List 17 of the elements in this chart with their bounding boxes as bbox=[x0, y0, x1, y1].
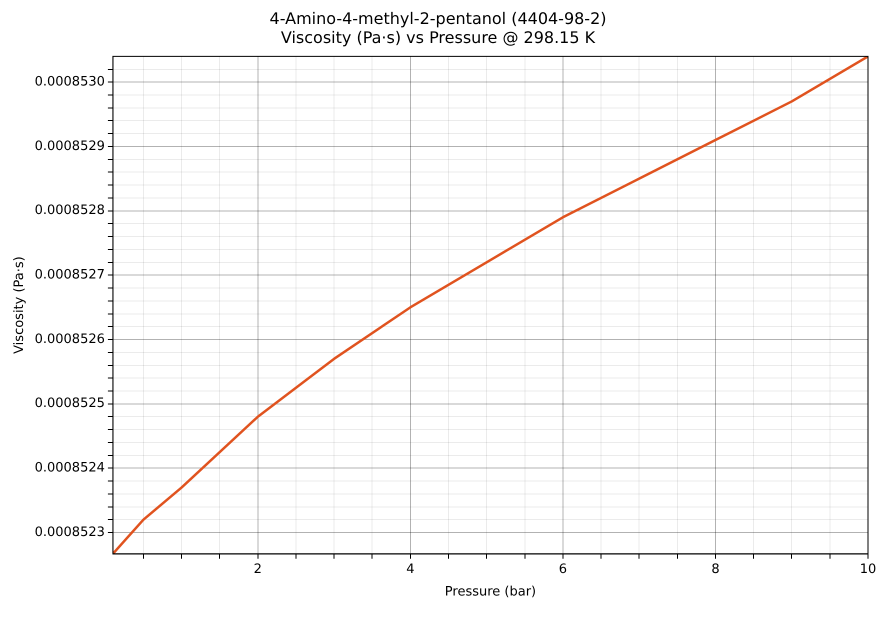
chart-title: 4-Amino-4-methyl-2-pentanol (4404-98-2) bbox=[270, 8, 606, 28]
y-axis-title: Viscosity (Pa·s) bbox=[12, 256, 28, 354]
y-tick-label: 0.0008529 bbox=[34, 138, 105, 154]
x-tick-label: 2 bbox=[254, 562, 262, 577]
x-tick-label: 8 bbox=[711, 562, 720, 577]
x-tick-label: 6 bbox=[558, 562, 568, 577]
y-tick-label: 0.0008526 bbox=[34, 332, 105, 347]
y-tick-label: 0.0008524 bbox=[34, 460, 105, 476]
y-tick-label: 0.0008525 bbox=[34, 396, 105, 412]
y-tick-label: 0.0008530 bbox=[34, 74, 105, 90]
x-axis-title: Pressure (bar) bbox=[444, 584, 536, 600]
x-tick-label: 10 bbox=[860, 562, 876, 577]
chart-subtitle: Viscosity (Pa·s) vs Pressure @ 298.15 K bbox=[280, 28, 596, 47]
x-tick-label: 4 bbox=[406, 562, 415, 577]
y-tick-label: 0.0008527 bbox=[34, 268, 105, 283]
y-tick-label: 0.0008523 bbox=[34, 524, 105, 540]
y-tick-label: 0.0008528 bbox=[34, 203, 105, 218]
